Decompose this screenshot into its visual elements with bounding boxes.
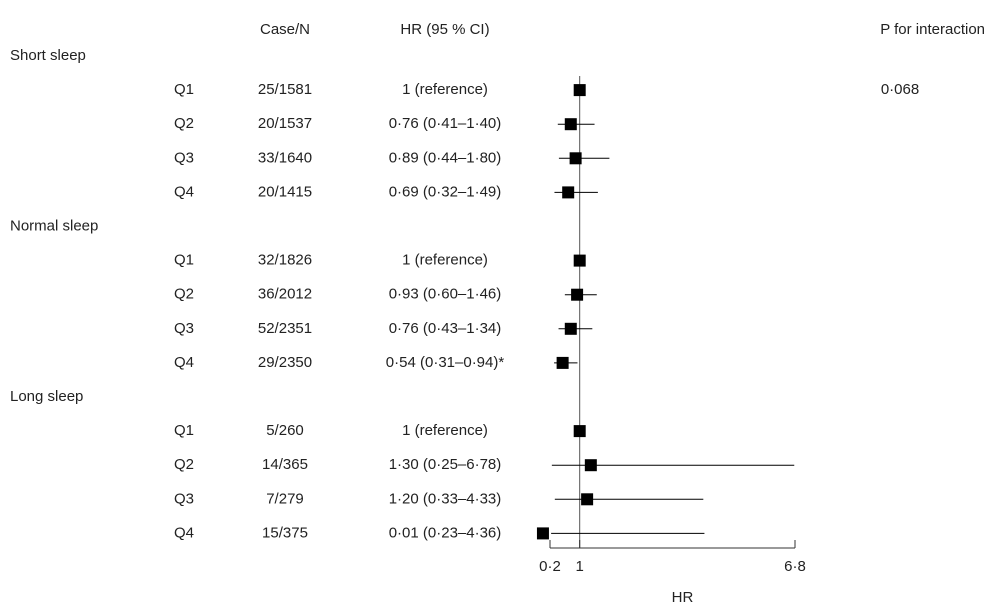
hr-point xyxy=(573,425,586,438)
case-n: 20/1537 xyxy=(258,115,312,132)
hr-text: 0·76 (0·43–1·34) xyxy=(389,320,502,337)
case-n: 14/365 xyxy=(262,456,308,473)
case-n: 25/1581 xyxy=(258,81,312,98)
column-header: HR (95 % CI) xyxy=(400,21,489,38)
row-label: Q2 xyxy=(174,286,194,303)
case-n: 52/2351 xyxy=(258,320,312,337)
hr-point xyxy=(556,356,569,369)
hr-point xyxy=(564,322,577,335)
group-label: Short sleep xyxy=(10,47,86,64)
hr-text: 0·54 (0·31–0·94)* xyxy=(386,354,505,371)
case-n: 20/1415 xyxy=(258,183,312,200)
case-n: 7/279 xyxy=(266,490,304,507)
case-n: 29/2350 xyxy=(258,354,312,371)
column-header: Case/N xyxy=(260,21,310,38)
x-tick-label: 0·2 xyxy=(539,558,561,575)
hr-text: 0·89 (0·44–1·80) xyxy=(389,149,502,166)
case-n: 32/1826 xyxy=(258,252,312,269)
case-n: 5/260 xyxy=(266,422,304,439)
hr-text: 0·93 (0·60–1·46) xyxy=(389,286,502,303)
hr-text: 1·20 (0·33–4·33) xyxy=(389,490,502,507)
hr-point xyxy=(569,152,582,165)
hr-point xyxy=(584,459,597,472)
group-label: Normal sleep xyxy=(10,217,98,234)
hr-point xyxy=(571,288,584,301)
hr-text: 1 (reference) xyxy=(402,422,488,439)
x-tick-label: 6·8 xyxy=(784,558,806,575)
hr-text: 0·69 (0·32–1·49) xyxy=(389,183,502,200)
hr-text: 0·76 (0·41–1·40) xyxy=(389,115,502,132)
row-label: Q4 xyxy=(174,354,194,371)
p-value: 0·068 xyxy=(881,81,919,98)
hr-text: 1·30 (0·25–6·78) xyxy=(389,456,502,473)
hr-point xyxy=(564,118,577,131)
hr-text: 0·01 (0·23–4·36) xyxy=(389,524,502,541)
case-n: 33/1640 xyxy=(258,149,312,166)
row-label: Q3 xyxy=(174,320,194,337)
case-n: 15/375 xyxy=(262,524,308,541)
column-header: P for interaction xyxy=(880,21,985,38)
group-label: Long sleep xyxy=(10,388,83,405)
row-label: Q1 xyxy=(174,252,194,269)
row-label: Q4 xyxy=(174,183,194,200)
row-label: Q2 xyxy=(174,456,194,473)
row-label: Q4 xyxy=(174,524,194,541)
case-n: 36/2012 xyxy=(258,286,312,303)
hr-point xyxy=(536,527,549,540)
row-label: Q1 xyxy=(174,422,194,439)
row-label: Q2 xyxy=(174,115,194,132)
row-label: Q1 xyxy=(174,81,194,98)
hr-point xyxy=(581,493,594,506)
hr-point xyxy=(573,254,586,267)
x-tick-label: 1 xyxy=(576,558,584,575)
hr-point xyxy=(573,84,586,97)
hr-point xyxy=(562,186,575,199)
row-label: Q3 xyxy=(174,490,194,507)
x-axis-label: HR xyxy=(672,589,694,606)
hr-text: 1 (reference) xyxy=(402,252,488,269)
hr-text: 1 (reference) xyxy=(402,81,488,98)
row-label: Q3 xyxy=(174,149,194,166)
